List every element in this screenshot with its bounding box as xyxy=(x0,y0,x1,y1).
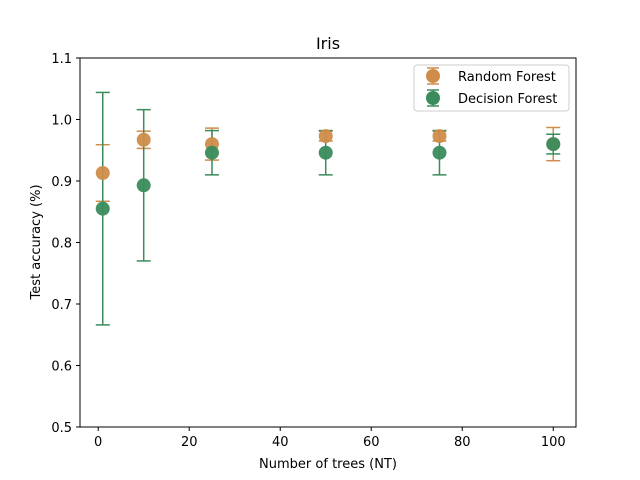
x-axis-label: Number of trees (NT) xyxy=(259,457,397,472)
axis-ticks: 0 20 40 60 80 100 0.5 0.6 0.7 0.8 0.9 1.0 1.1 xyxy=(51,52,565,450)
data-point xyxy=(546,137,561,152)
y-tick-label: 1.1 xyxy=(51,52,72,67)
legend-box xyxy=(413,64,570,112)
data-point xyxy=(136,132,151,147)
y-tick-label: 0.7 xyxy=(51,298,72,313)
data-point xyxy=(95,166,110,181)
y-tick-label: 0.6 xyxy=(51,360,72,375)
data-point xyxy=(318,129,333,144)
data-point xyxy=(204,145,219,160)
x-tick-label: 80 xyxy=(454,435,471,450)
data-point xyxy=(318,145,333,160)
x-tick-label: 60 xyxy=(363,435,380,450)
plot-area xyxy=(79,57,577,428)
y-tick-label: 0.5 xyxy=(51,421,72,436)
x-tick-label: 100 xyxy=(541,435,566,450)
data-point xyxy=(95,201,110,216)
legend-marker xyxy=(426,69,440,83)
y-axis-label: Test accuracy (%) xyxy=(29,184,44,300)
data-point xyxy=(136,178,151,193)
legend-label: Random Forest xyxy=(458,70,556,85)
legend-marker xyxy=(426,91,440,105)
x-tick-label: 0 xyxy=(94,435,102,450)
x-tick-label: 20 xyxy=(181,435,198,450)
x-tick-label: 40 xyxy=(272,435,289,450)
legend: Random Forest Decision Forest xyxy=(413,64,570,112)
data-point xyxy=(432,145,447,160)
y-tick-label: 1.0 xyxy=(51,114,72,129)
markers-decision-forest xyxy=(95,137,561,216)
y-tick-label: 0.9 xyxy=(51,175,72,190)
y-tick-label: 0.8 xyxy=(51,237,72,252)
legend-label: Decision Forest xyxy=(458,92,557,107)
chart-title: Iris xyxy=(316,34,340,53)
data-point xyxy=(432,129,447,144)
